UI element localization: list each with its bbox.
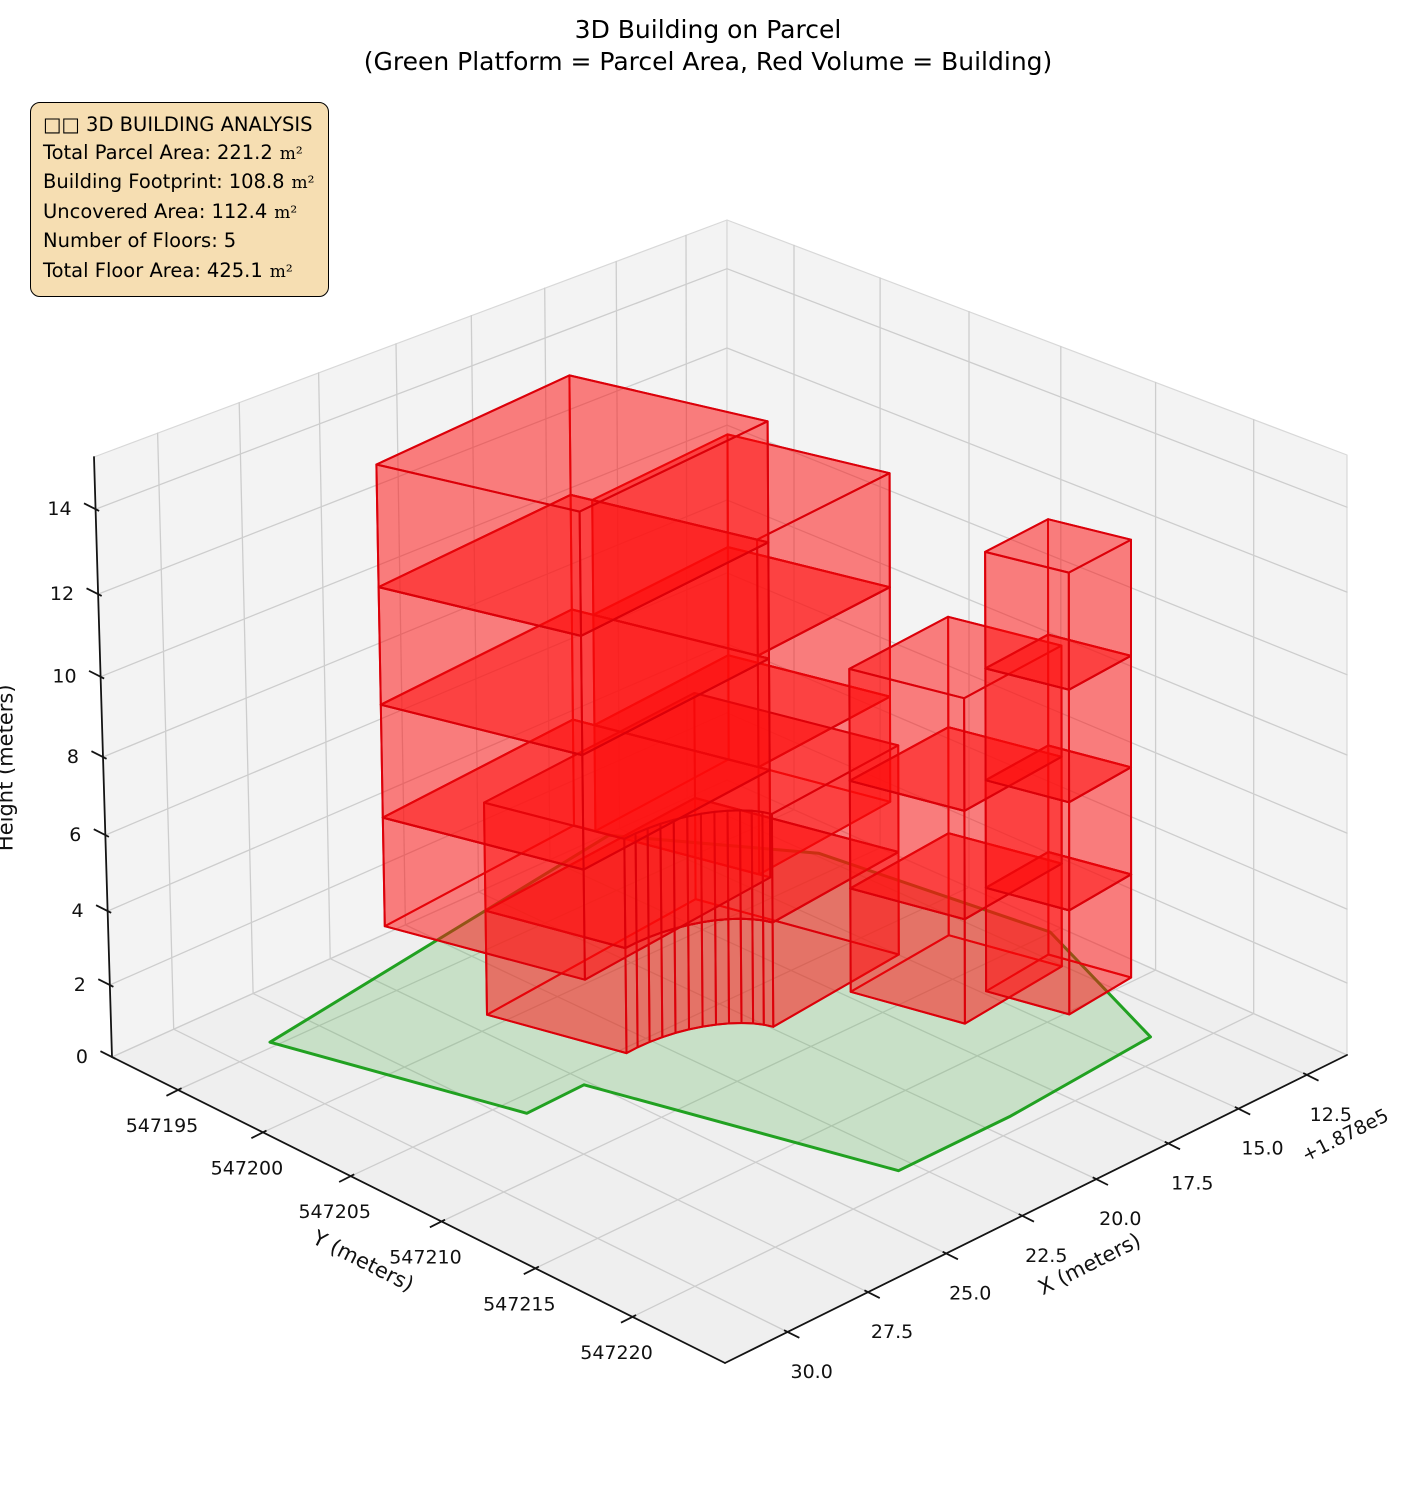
svg-text:15.0: 15.0 bbox=[1241, 1138, 1283, 1160]
svg-text:2: 2 bbox=[74, 974, 86, 996]
unit-m2: m² bbox=[269, 261, 293, 282]
title-line-2: (Green Platform = Parcel Area, Red Volum… bbox=[363, 47, 1053, 76]
svg-text:547210: 547210 bbox=[389, 1246, 462, 1268]
info-value: 425.1 bbox=[206, 258, 263, 282]
info-row-floor-area: Total Floor Area: 425.1 m² bbox=[43, 257, 314, 287]
info-label: Number of Floors: bbox=[43, 229, 218, 252]
svg-text:22.5: 22.5 bbox=[1025, 1245, 1067, 1267]
info-value: 112.4 bbox=[211, 199, 268, 223]
svg-text:547220: 547220 bbox=[580, 1342, 653, 1364]
info-row-footprint: Building Footprint: 108.8 m² bbox=[43, 168, 314, 198]
svg-text:12: 12 bbox=[50, 583, 74, 605]
svg-text:547200: 547200 bbox=[211, 1157, 284, 1179]
svg-text:8: 8 bbox=[67, 746, 79, 768]
info-box-header: □□ 3D BUILDING ANALYSIS bbox=[43, 113, 313, 136]
info-row-uncovered: Uncovered Area: 112.4 m² bbox=[43, 198, 314, 228]
info-row-parcel-area: Total Parcel Area: 221.2 m² bbox=[43, 139, 314, 169]
svg-text:0: 0 bbox=[76, 1046, 88, 1068]
info-row-floors: Number of Floors: 5 bbox=[43, 227, 314, 257]
svg-text:547205: 547205 bbox=[298, 1201, 371, 1223]
analysis-info-box: □□ 3D BUILDING ANALYSIS Total Parcel Are… bbox=[30, 102, 330, 297]
info-label: Uncovered Area: bbox=[43, 199, 206, 223]
info-label: Total Floor Area: bbox=[43, 258, 201, 282]
svg-text:14: 14 bbox=[47, 498, 71, 520]
unit-m2: m² bbox=[279, 143, 303, 164]
svg-text:27.5: 27.5 bbox=[871, 1321, 913, 1343]
info-value: 5 bbox=[223, 229, 237, 252]
svg-text:12.5: 12.5 bbox=[1310, 1104, 1352, 1126]
info-value: 221.2 bbox=[216, 140, 273, 164]
svg-text:Height (meters): Height (meters) bbox=[0, 684, 17, 851]
unit-m2: m² bbox=[274, 202, 298, 223]
svg-text:30.0: 30.0 bbox=[790, 1361, 832, 1383]
svg-text:547215: 547215 bbox=[483, 1293, 556, 1315]
unit-m2: m² bbox=[291, 173, 315, 193]
svg-text:25.0: 25.0 bbox=[949, 1282, 991, 1304]
svg-text:547195: 547195 bbox=[126, 1115, 199, 1137]
chart-title: 3D Building on Parcel (Green Platform = … bbox=[0, 14, 1416, 78]
info-label: Total Parcel Area: bbox=[43, 140, 211, 164]
svg-text:10: 10 bbox=[52, 666, 76, 688]
title-line-1: 3D Building on Parcel bbox=[574, 15, 842, 44]
info-label: Building Footprint: bbox=[43, 170, 223, 193]
svg-text:17.5: 17.5 bbox=[1171, 1172, 1213, 1194]
svg-text:6: 6 bbox=[69, 824, 81, 846]
svg-text:4: 4 bbox=[72, 900, 84, 922]
svg-text:20.0: 20.0 bbox=[1099, 1208, 1141, 1230]
info-value: 108.8 bbox=[228, 170, 285, 193]
